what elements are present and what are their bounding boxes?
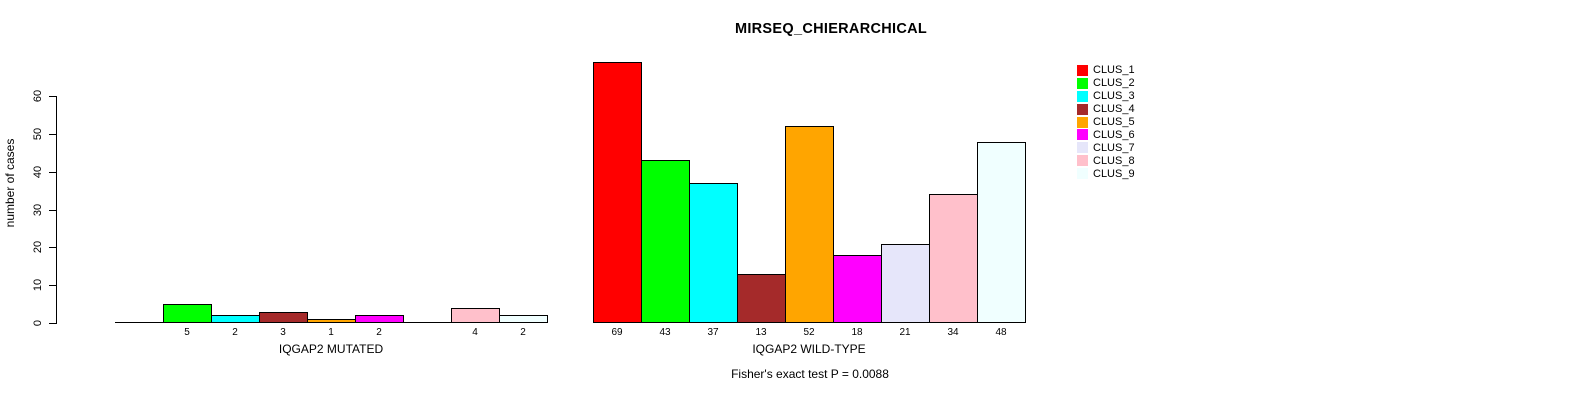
y-tick-label: 60 <box>32 89 44 103</box>
legend-label: CLUS_9 <box>1093 167 1135 180</box>
bar-clus_7 <box>881 244 930 323</box>
bar-value-label: 5 <box>184 327 190 338</box>
legend-label: CLUS_7 <box>1093 141 1135 154</box>
legend-color-swatch <box>1077 168 1088 180</box>
bar-clus_6 <box>833 255 882 323</box>
bar-clus_4 <box>259 312 308 323</box>
y-axis-label: number of cases <box>3 138 17 228</box>
x-axis-label-mutated: IQGAP2 MUTATED <box>278 342 384 356</box>
legend-item: CLUS_6 <box>1077 128 1135 141</box>
bar-clus_6 <box>355 315 404 323</box>
legend-label: CLUS_1 <box>1093 64 1135 77</box>
bar-value-label: 2 <box>376 327 382 338</box>
y-tick-mark <box>49 247 56 248</box>
legend-item: CLUS_2 <box>1077 77 1135 90</box>
legend-item: CLUS_9 <box>1077 167 1135 180</box>
bar-value-label: 18 <box>851 327 863 338</box>
y-tick-label: 40 <box>32 165 44 179</box>
bar-clus_3 <box>211 315 260 323</box>
y-tick-label: 30 <box>32 203 44 217</box>
legend-label: CLUS_5 <box>1093 116 1135 128</box>
bar-clus_1 <box>593 62 642 323</box>
bar-value-label: 37 <box>707 327 719 338</box>
legend-label: CLUS_3 <box>1093 90 1135 103</box>
bar-value-label: 48 <box>995 327 1007 338</box>
bar-clus_5 <box>785 126 834 323</box>
legend-label: CLUS_4 <box>1093 103 1135 116</box>
legend-item: CLUS_7 <box>1077 141 1135 154</box>
bar-value-label: 43 <box>659 327 671 338</box>
legend-color-swatch <box>1077 103 1088 115</box>
bar-clus_5 <box>307 319 356 323</box>
chart-title: MIRSEQ_CHIERARCHICAL <box>734 21 928 37</box>
bar-value-label: 34 <box>947 327 959 338</box>
legend-item: CLUS_5 <box>1077 116 1135 129</box>
x-axis-label-wildtype: IQGAP2 WILD-TYPE <box>752 342 866 356</box>
bar-clus_8 <box>451 308 500 323</box>
bar-clus_7-zero <box>403 322 452 323</box>
bar-clus_8 <box>929 194 978 323</box>
legend-item: CLUS_3 <box>1077 90 1135 103</box>
bar-clus_1-zero <box>115 322 164 323</box>
legend-color-swatch <box>1077 155 1088 167</box>
bar-clus_2 <box>163 304 212 323</box>
legend-item: CLUS_1 <box>1077 64 1135 77</box>
bar-clus_9 <box>499 315 548 323</box>
bar-value-label: 21 <box>899 327 911 338</box>
legend-color-swatch <box>1077 77 1088 89</box>
legend-color-swatch <box>1077 64 1088 76</box>
bar-clus_3 <box>689 183 738 323</box>
bar-value-label: 52 <box>803 327 815 338</box>
bar-clus_9 <box>977 142 1026 323</box>
y-tick-mark <box>49 172 56 173</box>
bar-value-label: 2 <box>520 327 526 338</box>
legend-item: CLUS_8 <box>1077 154 1135 167</box>
legend-color-swatch <box>1077 129 1088 141</box>
y-tick-mark <box>49 323 56 324</box>
bar-value-label: 4 <box>472 327 478 338</box>
legend-color-swatch <box>1077 90 1088 102</box>
bar-value-label: 69 <box>611 327 623 338</box>
bar-value-label: 2 <box>232 327 238 338</box>
legend-label: CLUS_8 <box>1093 154 1135 167</box>
y-tick-label: 20 <box>32 240 44 254</box>
bar-clus_4 <box>737 274 786 323</box>
fisher-test-annotation: Fisher's exact test P = 0.0088 <box>731 367 889 381</box>
y-tick-mark <box>49 285 56 286</box>
legend-item: CLUS_4 <box>1077 103 1135 116</box>
y-tick-label: 0 <box>32 319 44 327</box>
y-axis-line <box>56 96 57 324</box>
y-tick-mark <box>49 96 56 97</box>
bar-value-label: 13 <box>755 327 767 338</box>
y-tick-mark <box>49 134 56 135</box>
y-tick-label: 10 <box>32 278 44 292</box>
bar-value-label: 1 <box>328 327 334 338</box>
legend-color-swatch <box>1077 116 1088 128</box>
legend-label: CLUS_6 <box>1093 128 1135 141</box>
legend-label: CLUS_2 <box>1093 77 1135 90</box>
legend: CLUS_1 CLUS_2 CLUS_3 CLUS_4 CLUS_5 CLUS_6 CLUS… <box>1077 64 1135 180</box>
legend-color-swatch <box>1077 142 1088 154</box>
y-tick-label: 50 <box>32 127 44 141</box>
bar-value-label: 3 <box>280 327 286 338</box>
bar-clus_2 <box>641 160 690 323</box>
y-tick-mark <box>49 210 56 211</box>
